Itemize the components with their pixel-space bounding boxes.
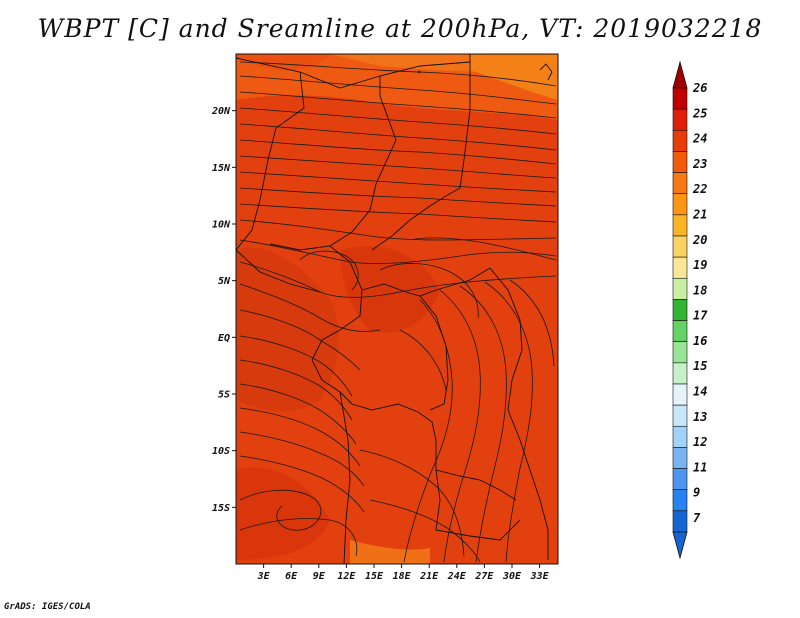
colorbar-label: 16 bbox=[693, 334, 707, 348]
country-borders bbox=[236, 54, 553, 564]
colorbar-label: 25 bbox=[692, 106, 707, 120]
lon-tick-label: 12E bbox=[337, 571, 356, 582]
colorbar-segment bbox=[672, 193, 688, 216]
lat-tick-label: 20N bbox=[211, 106, 231, 117]
colorbar-segment bbox=[672, 362, 688, 385]
colorbar-segment bbox=[672, 468, 688, 491]
lon-tick-label: 33E bbox=[530, 571, 550, 582]
wbpt-field-central-cool bbox=[340, 246, 440, 333]
lon-tick-label: 6E bbox=[285, 571, 298, 582]
colorbar-segment bbox=[672, 172, 688, 195]
map-plot-area bbox=[236, 54, 558, 564]
colorbar-top-arrow bbox=[672, 60, 688, 89]
longitude-axis: 3E 6E 9E 12E 15E 18E 21E 24E 27E 30E 33E bbox=[257, 564, 550, 582]
colorbar-segment bbox=[672, 489, 688, 512]
colorbar-label: 7 bbox=[693, 511, 701, 525]
colorbar-segment bbox=[672, 320, 688, 343]
colorbar-segment bbox=[672, 214, 688, 237]
lat-tick-label: 15N bbox=[212, 163, 231, 174]
colorbar-segment bbox=[672, 341, 688, 364]
colorbar-label: 14 bbox=[693, 385, 707, 399]
colorbar-label: 24 bbox=[692, 132, 707, 146]
colorbar-label: 9 bbox=[693, 486, 700, 500]
colorbar-segment bbox=[672, 383, 688, 406]
wbpt-field-east-warm bbox=[470, 54, 558, 100]
colorbar-label: 21 bbox=[692, 207, 707, 221]
latitude-axis: 20N 15N 10N 5N EQ 5S 10S 15S bbox=[211, 106, 236, 514]
colorbar-segment bbox=[672, 235, 688, 258]
lat-tick-label: 15S bbox=[212, 503, 230, 514]
chart-title: WBPT [C] and Sreamline at 200hPa, VT: 20… bbox=[37, 14, 763, 43]
colorbar-segment bbox=[672, 425, 688, 448]
lon-tick-label: 9E bbox=[313, 571, 326, 582]
colorbar-label: 15 bbox=[693, 359, 707, 373]
colorbar-segment bbox=[672, 256, 688, 279]
colorbar-bottom-arrow bbox=[672, 531, 688, 560]
lon-tick-label: 21E bbox=[419, 571, 439, 582]
lat-tick-label: 10N bbox=[212, 220, 231, 231]
lat-tick-label: 5S bbox=[218, 390, 230, 401]
lat-tick-label: 10S bbox=[212, 446, 230, 457]
map-frame bbox=[235, 53, 559, 565]
lon-tick-label: 15E bbox=[365, 571, 384, 582]
lon-tick-label: 18E bbox=[393, 571, 412, 582]
colorbar-label: 18 bbox=[693, 283, 707, 297]
colorbar-segment bbox=[672, 87, 688, 110]
lon-tick-label: 30E bbox=[502, 571, 522, 582]
colorbar-label: 19 bbox=[693, 258, 707, 272]
colorbar-segment bbox=[672, 404, 688, 427]
colorbar-label: 11 bbox=[693, 460, 707, 474]
colorbar: 26 25 24 23 22 21 20 19 18 17 16 15 14 13 12 11 9 7 bbox=[672, 60, 708, 560]
wbpt-field-southwest bbox=[236, 467, 330, 560]
colorbar-label: 12 bbox=[693, 435, 707, 449]
colorbar-label: 23 bbox=[692, 157, 707, 171]
lon-tick-label: 27E bbox=[474, 571, 494, 582]
colorbar-segment bbox=[672, 510, 688, 533]
footer-credit: GrADS: IGES/COLA bbox=[4, 602, 91, 612]
colorbar-label: 17 bbox=[693, 309, 708, 323]
colorbar-segment bbox=[672, 108, 688, 131]
colorbar-segment bbox=[672, 299, 688, 321]
colorbar-label: 20 bbox=[692, 233, 707, 247]
colorbar-segment bbox=[672, 151, 688, 173]
colorbar-segment bbox=[672, 277, 688, 300]
wbpt-field-sw-warm bbox=[350, 540, 430, 564]
colorbar-label: 26 bbox=[692, 81, 707, 95]
colorbar-segment bbox=[672, 447, 688, 469]
colorbar-segment bbox=[672, 129, 688, 152]
lon-tick-label: 3E bbox=[257, 571, 271, 582]
lon-tick-label: 24E bbox=[447, 571, 467, 582]
colorbar-label: 13 bbox=[693, 410, 707, 424]
wbpt-field-north-edge bbox=[236, 54, 330, 71]
lat-tick-label: 5N bbox=[218, 276, 231, 287]
lat-tick-label: EQ bbox=[218, 333, 230, 344]
colorbar-label: 22 bbox=[692, 182, 707, 196]
